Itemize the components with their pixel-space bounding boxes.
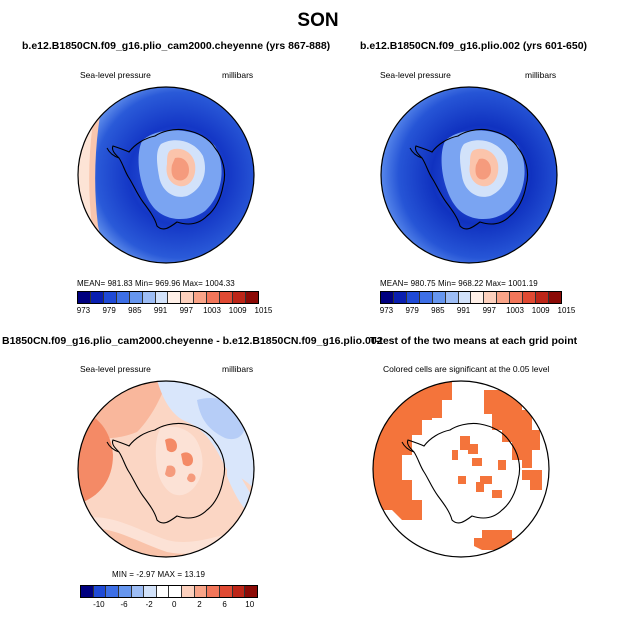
panel-3-stats: MIN = -2.97 MAX = 13.19	[112, 570, 206, 579]
colorbar-swatch	[432, 292, 446, 303]
colorbar-swatch	[471, 292, 485, 303]
colorbar-tick-label: 1015	[557, 306, 576, 315]
colorbar-tick-label: 1009	[228, 306, 247, 315]
colorbar-tick-label: 973	[76, 306, 91, 315]
colorbar-swatch	[129, 292, 143, 303]
panel-2-variable-label: Sea-level pressure	[380, 70, 451, 80]
colorbar-swatch	[220, 586, 233, 597]
panel-2-map	[380, 86, 558, 264]
panel-1-colorbar-labels: 973 979 985 991 997 1003 1009 1015	[76, 306, 273, 316]
panel-3-units-label: millibars	[222, 364, 254, 374]
colorbar-tick-label: 979	[102, 306, 116, 315]
panel-3-title: B1850CN.f09_g16.plio_cam2000.cheyenne - …	[2, 335, 383, 347]
panel-2-colorbar-labels: 973 979 985 991 997 1003 1009 1015	[379, 306, 576, 316]
colorbar-swatch	[103, 292, 117, 303]
colorbar-swatch	[510, 292, 524, 303]
panel-3-variable-label: Sea-level pressure	[80, 364, 151, 374]
colorbar-swatch	[233, 292, 246, 303]
colorbar-tick-label: 10	[245, 600, 255, 609]
colorbar-swatch	[90, 292, 104, 303]
colorbar-swatch	[548, 292, 561, 303]
colorbar-swatch	[118, 586, 132, 597]
colorbar-swatch	[156, 586, 170, 597]
colorbar-swatch	[155, 292, 169, 303]
colorbar-tick-label: 991	[153, 306, 168, 315]
panel-1-units-label: millibars	[222, 70, 254, 80]
panel-1-variable-label: Sea-level pressure	[80, 70, 151, 80]
colorbar-tick-label: 997	[482, 306, 496, 315]
panel-3-colorbar	[80, 585, 258, 598]
panel-4-map	[372, 380, 550, 558]
colorbar-swatch	[182, 586, 195, 597]
colorbar-swatch	[406, 292, 420, 303]
panel-1-colorbar	[77, 291, 259, 304]
colorbar-swatch	[142, 292, 156, 303]
colorbar-swatch	[393, 292, 407, 303]
colorbar-tick-label: 6	[222, 600, 227, 609]
colorbar-swatch	[181, 292, 195, 303]
colorbar-swatch	[445, 292, 459, 303]
colorbar-tick-label: 2	[197, 600, 202, 609]
colorbar-tick-label: 979	[405, 306, 419, 315]
colorbar-tick-label: 1003	[506, 306, 524, 315]
colorbar-swatch	[220, 292, 234, 303]
colorbar-tick-label: 973	[379, 306, 394, 315]
colorbar-tick-label: 1015	[254, 306, 273, 315]
panel-1-title: b.e12.B1850CN.f09_g16.plio_cam2000.cheye…	[22, 40, 331, 52]
colorbar-swatch	[207, 292, 221, 303]
colorbar-swatch	[484, 292, 498, 303]
colorbar-swatch	[144, 586, 157, 597]
colorbar-swatch	[116, 292, 130, 303]
colorbar-tick-label: -10	[93, 600, 105, 609]
colorbar-swatch	[245, 586, 257, 597]
panel-2-title: b.e12.B1850CN.f09_g16.plio.002 (yrs 601-…	[360, 40, 588, 52]
panel-4-subtitle: Colored cells are significant at the 0.0…	[383, 364, 550, 374]
colorbar-tick-label: 0	[172, 600, 177, 609]
panel-2-units-label: millibars	[525, 70, 557, 80]
colorbar-tick-label: 1003	[203, 306, 221, 315]
colorbar-swatch	[168, 292, 182, 303]
colorbar-swatch	[78, 292, 91, 303]
colorbar-swatch	[106, 586, 119, 597]
colorbar-swatch	[194, 586, 208, 597]
colorbar-swatch	[131, 586, 145, 597]
panel-1-map	[77, 86, 255, 264]
panel-3-map	[77, 380, 255, 558]
colorbar-tick-label: 985	[128, 306, 142, 315]
colorbar-swatch	[245, 292, 258, 303]
colorbar-swatch	[497, 292, 511, 303]
colorbar-swatch	[81, 586, 94, 597]
colorbar-tick-label: -2	[145, 600, 153, 609]
colorbar-swatch	[419, 292, 433, 303]
panel-2-stats: MEAN= 980.75 Min= 968.22 Max= 1001.19	[380, 279, 538, 288]
panel-3-colorbar-labels: -10 -6 -2 0 2 6 10	[80, 600, 256, 610]
colorbar-swatch	[169, 586, 183, 597]
colorbar-swatch	[536, 292, 549, 303]
colorbar-swatch	[207, 586, 221, 597]
colorbar-swatch	[232, 586, 246, 597]
page-title: SON	[297, 10, 339, 31]
colorbar-swatch	[93, 586, 107, 597]
colorbar-swatch	[381, 292, 394, 303]
panel-2-colorbar	[380, 291, 562, 304]
colorbar-swatch	[523, 292, 537, 303]
panel-4-title: T-test of the two means at each grid poi…	[370, 335, 578, 347]
colorbar-swatch	[458, 292, 472, 303]
panel-1-stats: MEAN= 981.83 Min= 969.96 Max= 1004.33	[77, 279, 235, 288]
colorbar-tick-label: 991	[456, 306, 471, 315]
colorbar-tick-label: 1009	[531, 306, 550, 315]
colorbar-swatch	[194, 292, 208, 303]
colorbar-tick-label: 985	[431, 306, 445, 315]
colorbar-tick-label: -6	[120, 600, 128, 609]
colorbar-tick-label: 997	[179, 306, 193, 315]
